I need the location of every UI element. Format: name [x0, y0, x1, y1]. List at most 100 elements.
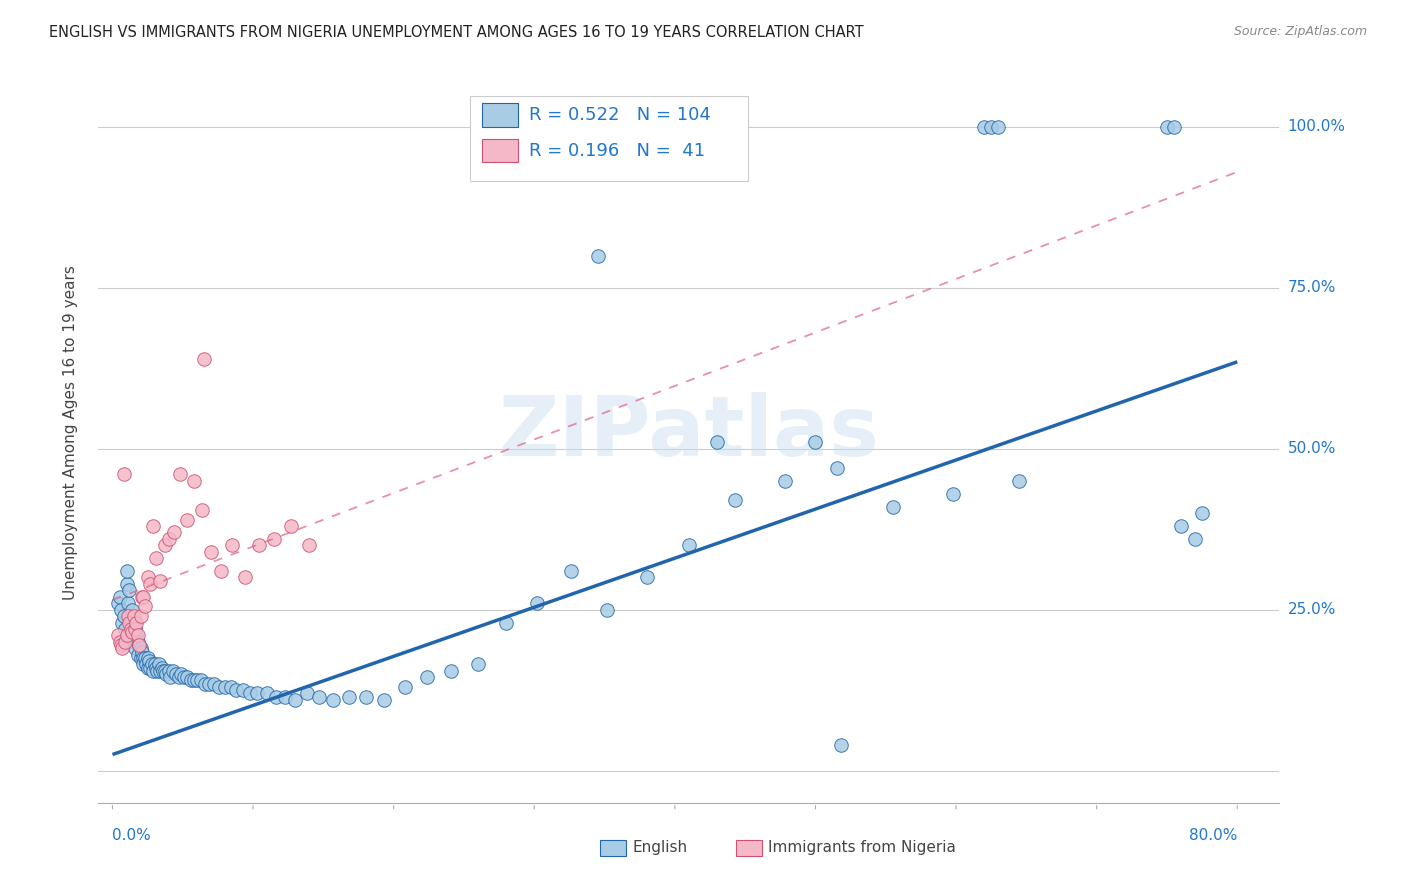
Text: Immigrants from Nigeria: Immigrants from Nigeria [768, 840, 956, 855]
Point [117, 609, 139, 624]
Point [136, 660, 159, 674]
Point [183, 673, 205, 688]
Point [263, 532, 285, 546]
Point [153, 538, 176, 552]
Point [190, 673, 212, 688]
Point [127, 648, 149, 662]
Point [1156, 120, 1178, 134]
Point [122, 609, 145, 624]
Point [180, 673, 202, 688]
Point [122, 615, 145, 630]
Point [219, 680, 242, 694]
Point [141, 657, 163, 672]
Point [115, 564, 138, 578]
Text: ZIPatlas: ZIPatlas [499, 392, 879, 473]
FancyBboxPatch shape [471, 95, 748, 181]
Point [132, 657, 155, 672]
Text: 75.0%: 75.0% [1288, 280, 1336, 295]
Point [159, 670, 181, 684]
Point [127, 635, 149, 649]
Point [155, 667, 177, 681]
Point [298, 538, 321, 552]
Point [128, 638, 150, 652]
Point [170, 667, 193, 681]
Point [1163, 120, 1185, 134]
Point [118, 615, 141, 630]
Point [354, 690, 377, 704]
Point [129, 609, 152, 624]
Point [209, 564, 232, 578]
Text: 0.0%: 0.0% [112, 828, 152, 843]
Point [118, 609, 141, 624]
Point [284, 693, 307, 707]
Point [107, 628, 129, 642]
Point [1184, 532, 1206, 546]
Point [495, 615, 517, 630]
Point [125, 628, 148, 642]
Point [636, 570, 658, 584]
Bar [482, 103, 517, 127]
Point [322, 693, 344, 707]
Point [121, 625, 143, 640]
Point [202, 676, 225, 690]
Point [150, 660, 173, 674]
Point [256, 686, 278, 700]
Bar [737, 840, 762, 856]
Point [148, 657, 170, 672]
Point [440, 664, 463, 678]
Point [198, 676, 221, 690]
Point [157, 532, 180, 546]
Point [176, 670, 198, 684]
Text: English: English [633, 840, 688, 855]
Point [804, 435, 827, 450]
Point [145, 660, 167, 674]
Point [246, 686, 269, 700]
Bar [600, 840, 626, 856]
Point [124, 641, 146, 656]
Point [586, 249, 609, 263]
Point [128, 638, 150, 652]
Point [264, 690, 287, 704]
Point [112, 467, 135, 482]
Point [169, 467, 191, 482]
Point [200, 545, 222, 559]
Point [973, 120, 995, 134]
Point [125, 615, 148, 630]
Point [194, 676, 217, 690]
Point [142, 519, 165, 533]
Point [121, 628, 143, 642]
Point [149, 574, 172, 588]
Point [120, 622, 142, 636]
Point [980, 120, 1002, 134]
Point [173, 670, 195, 684]
Point [526, 596, 548, 610]
Text: R = 0.196   N =  41: R = 0.196 N = 41 [530, 142, 706, 160]
Point [225, 683, 247, 698]
Point [127, 628, 149, 642]
Text: 100.0%: 100.0% [1288, 120, 1346, 135]
Point [110, 638, 132, 652]
Point [139, 660, 162, 674]
Point [416, 670, 439, 684]
Point [1191, 506, 1213, 520]
Point [987, 120, 1010, 134]
Y-axis label: Unemployment Among Ages 16 to 19 years: Unemployment Among Ages 16 to 19 years [63, 265, 77, 600]
Point [165, 667, 187, 681]
Point [1008, 474, 1031, 488]
Point [143, 657, 166, 672]
Point [706, 435, 728, 450]
Point [142, 664, 165, 678]
Text: ENGLISH VS IMMIGRANTS FROM NIGERIA UNEMPLOYMENT AMONG AGES 16 TO 19 YEARS CORREL: ENGLISH VS IMMIGRANTS FROM NIGERIA UNEMP… [49, 25, 863, 40]
Point [132, 651, 155, 665]
Point [112, 609, 135, 624]
Point [183, 474, 205, 488]
Point [191, 503, 214, 517]
Point [120, 615, 142, 630]
Point [107, 596, 129, 610]
Point [830, 738, 852, 752]
Point [214, 680, 236, 694]
Point [111, 615, 134, 630]
Point [134, 599, 156, 614]
Point [129, 641, 152, 656]
Point [295, 686, 318, 700]
